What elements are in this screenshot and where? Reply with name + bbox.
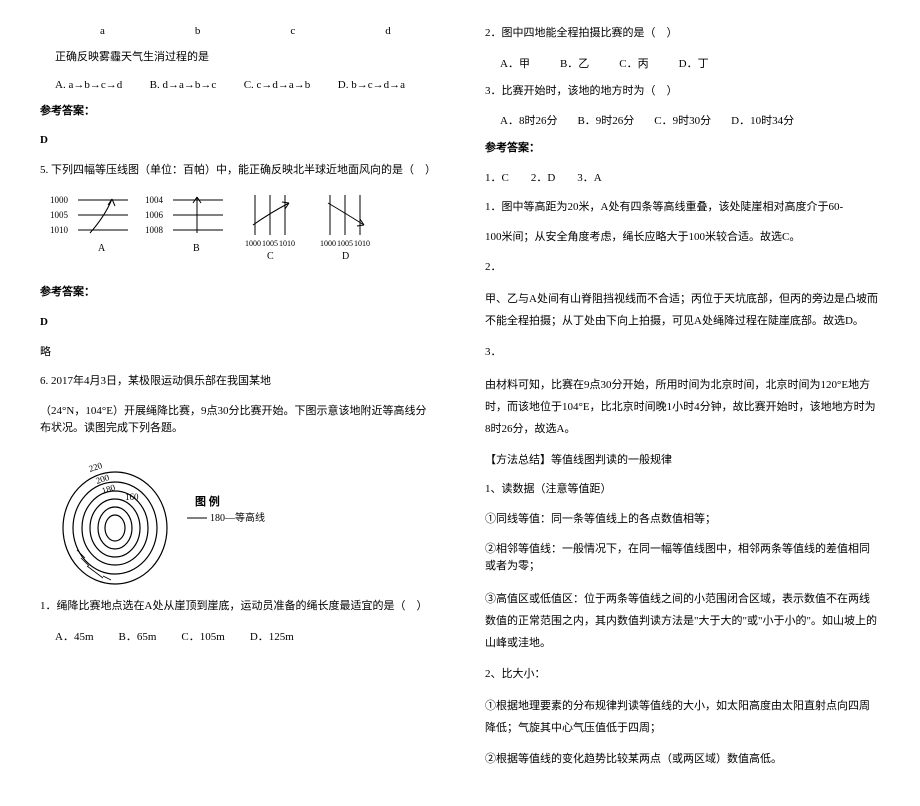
exp3-b: 由材料可知，比赛在9点30分开始，所用时间为北京时间，北京时间为120°E地方时… [485, 374, 880, 440]
label-c: c [290, 25, 295, 37]
label-C: C [267, 251, 274, 262]
q4-opt-c: C. c→d→a→b [244, 79, 311, 91]
q5-stem: 5. 下列四幅等压线图（单位：百帕）中，能正确反映北半球近地面风向的是（ ） [40, 162, 435, 180]
exp3-t: 3． [485, 344, 880, 362]
pD-1005: 1005 [337, 239, 353, 248]
q4-ans: D [40, 132, 435, 150]
pC-1010: 1010 [279, 239, 295, 248]
q6s1-b: B．65m [119, 628, 157, 644]
exp1-b: 100米间；从安全角度考虑，绳长应略大于100米较合适。故选C。 [485, 229, 880, 247]
q4-opt-d: D. b→c→d→a [338, 79, 405, 91]
svg-text:160: 160 [125, 492, 139, 502]
left-column: a b c d 正确反映雾霾天气生消过程的是 A. a→b→c→d B. d→a… [40, 25, 435, 781]
svg-text:220: 220 [88, 460, 104, 474]
pC-1000: 1000 [245, 239, 261, 248]
q4-ans-label: 参考答案： [40, 103, 435, 121]
m1a: ①同线等值：同一条等值线上的各点数值相等； [485, 511, 880, 529]
m2: 2、比大小： [485, 666, 880, 684]
pC-1005: 1005 [262, 239, 278, 248]
m1b: ②相邻等值线：一般情况下，在同一幅等值线图中，相邻两条等值线的差值相同或者为零； [485, 541, 880, 576]
m2b: ②根据等值线的变化趋势比较某两点（或两区域）数值高低。 [485, 751, 880, 769]
label-A: A [98, 243, 106, 254]
q6-sub2: 2．图中四地能全程拍摄比赛的是（ ） [485, 25, 880, 43]
q6s2-c: C．丙 [619, 55, 648, 71]
exp2-t: 2． [485, 259, 880, 277]
q5-note: 略 [40, 344, 435, 362]
q5-ans: D [40, 314, 435, 332]
pB-1008: 1008 [145, 225, 164, 235]
q4-options: A. a→b→c→d B. d→a→b→c C. c→d→a→b D. b→c→… [40, 79, 435, 91]
contour-figure: 220 200 180 160 图 例 180—等高线 [55, 450, 435, 590]
q6-sub1-opts: A．45m B．65m C．105m D．125m [40, 628, 435, 644]
q6s2-b: B．乙 [560, 55, 589, 71]
q6s1-c: C．105m [181, 628, 224, 644]
q6s3-a: A．8时26分 [500, 112, 557, 128]
q6-stem2: （24°N，104°E）开展绳降比赛，9点30分比赛开始。下图示意该地附近等高线… [40, 403, 435, 438]
q6s3-d: D．10时34分 [731, 112, 794, 128]
q4-opt-a: A. a→b→c→d [55, 79, 122, 91]
q6-ans-line: 1．C 2．D 3．A [485, 170, 880, 188]
label-d: d [385, 25, 391, 37]
q6s1-d: D．125m [250, 628, 294, 644]
q4-stem2: 正确反映雾霾天气生消过程的是 [40, 49, 435, 67]
label-b: b [195, 25, 201, 37]
q6s3-b: B．9时26分 [577, 112, 634, 128]
q6s2-d: D．丁 [679, 55, 709, 71]
q6-ans-label: 参考答案： [485, 140, 880, 158]
q6-sub1: 1．绳降比赛地点选在A处从崖顶到崖底，运动员准备的绳长度最适宜的是（ ） [40, 598, 435, 616]
label-B: B [193, 243, 200, 254]
q6-sub2-opts: A．甲 B．乙 C．丙 D．丁 [485, 55, 880, 71]
m1c: ③高值区或低值区：位于两条等值线之间的小范围闭合区域，表示数值不在两线数值的正常… [485, 588, 880, 654]
q6s1-a: A．45m [55, 628, 94, 644]
q6-sub3: 3．比赛开始时，该地的地方时为（ ） [485, 83, 880, 101]
q6-stem1: 6. 2017年4月3日，某极限运动俱乐部在我国某地 [40, 373, 435, 391]
svg-text:图 例: 图 例 [195, 494, 220, 508]
m2a: ①根据地理要素的分布规律判读等值线的大小，如太阳高度由太阳直射点向四周降低；气旋… [485, 695, 880, 739]
pB-1006: 1006 [145, 210, 164, 220]
m1: 1、读数据（注意等值距） [485, 481, 880, 499]
pA-1000: 1000 [50, 195, 69, 205]
pD-1000: 1000 [320, 239, 336, 248]
pD-1010: 1010 [354, 239, 370, 248]
method-title: 【方法总结】等值线图判读的一般规律 [485, 452, 880, 470]
pB-1004: 1004 [145, 195, 164, 205]
q4-opt-b: B. d→a→b→c [150, 79, 217, 91]
pA-1005: 1005 [50, 210, 69, 220]
q5-ans-label: 参考答案： [40, 284, 435, 302]
label-D: D [342, 251, 349, 262]
pressure-figure: 1000 1005 1010 A 1004 1006 1008 [50, 191, 435, 276]
svg-text:180—等高线: 180—等高线 [210, 511, 265, 524]
pA-1010: 1010 [50, 225, 69, 235]
q6-sub3-opts: A．8时26分 B．9时26分 C．9时30分 D．10时34分 [485, 112, 880, 128]
abcd-row: a b c d [40, 25, 435, 37]
page-root: a b c d 正确反映雾霾天气生消过程的是 A. a→b→c→d B. d→a… [40, 25, 880, 781]
exp1-a: 1．图中等高距为20米，A处有四条等高线重叠，该处陡崖相对高度介于60- [485, 199, 880, 217]
right-column: 2．图中四地能全程拍摄比赛的是（ ） A．甲 B．乙 C．丙 D．丁 3．比赛开… [485, 25, 880, 781]
exp2-b: 甲、乙与A处间有山脊阻挡视线而不合适；丙位于天坑底部，但丙的旁边是凸坡而不能全程… [485, 288, 880, 332]
q6s2-a: A．甲 [500, 55, 530, 71]
label-a: a [100, 25, 105, 37]
q6s3-c: C．9时30分 [654, 112, 711, 128]
